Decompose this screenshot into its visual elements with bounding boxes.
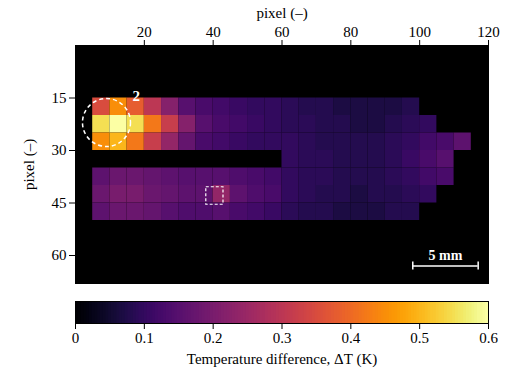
svg-text:30: 30 [52,142,67,158]
svg-text:5 mm: 5 mm [429,248,463,263]
svg-text:120: 120 [477,24,500,40]
svg-text:45: 45 [52,195,67,211]
svg-text:80: 80 [343,24,358,40]
svg-text:0.2: 0.2 [204,330,223,346]
svg-text:2: 2 [132,88,140,104]
svg-text:0.4: 0.4 [341,330,360,346]
svg-text:pixel (–): pixel (–) [21,139,38,190]
svg-text:0: 0 [72,330,80,346]
svg-text:15: 15 [52,90,67,106]
svg-text:pixel (–): pixel (–) [256,5,307,22]
svg-text:40: 40 [206,24,221,40]
svg-text:0.3: 0.3 [273,330,292,346]
svg-text:Temperature difference, ΔT (K): Temperature difference, ΔT (K) [187,351,377,368]
svg-text:0.6: 0.6 [479,330,498,346]
svg-text:20: 20 [137,24,152,40]
svg-text:100: 100 [408,24,431,40]
svg-text:0.5: 0.5 [410,330,429,346]
svg-text:60: 60 [275,24,290,40]
svg-text:60: 60 [52,247,67,263]
svg-text:0.1: 0.1 [135,330,154,346]
